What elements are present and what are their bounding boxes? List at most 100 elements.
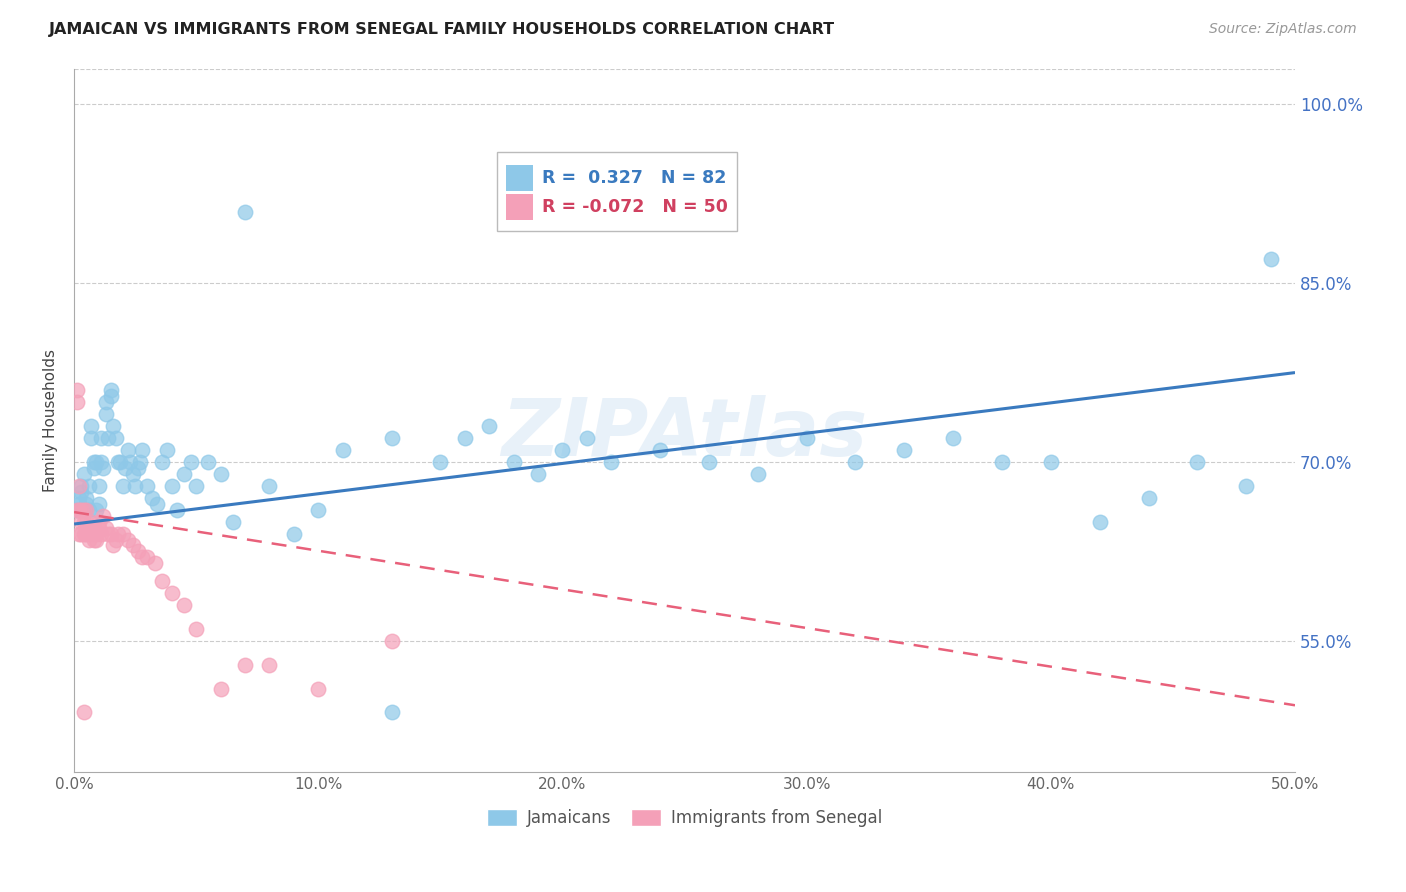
Point xyxy=(233,204,256,219)
Point xyxy=(197,455,219,469)
Point xyxy=(150,574,173,589)
Point xyxy=(117,533,139,547)
Point xyxy=(75,491,97,505)
Point xyxy=(160,586,183,600)
Point xyxy=(1088,515,1111,529)
Point xyxy=(100,526,122,541)
Point xyxy=(600,455,623,469)
Point xyxy=(131,550,153,565)
Point xyxy=(454,431,477,445)
Point xyxy=(110,455,132,469)
Point xyxy=(502,455,524,469)
Point xyxy=(117,443,139,458)
Point xyxy=(67,502,90,516)
Point xyxy=(104,533,127,547)
Point xyxy=(173,467,195,481)
Point xyxy=(80,515,103,529)
Point xyxy=(111,526,134,541)
Point xyxy=(747,467,769,481)
Point xyxy=(65,502,87,516)
Point xyxy=(186,479,208,493)
Point xyxy=(87,479,110,493)
Point xyxy=(307,502,329,516)
Point xyxy=(259,657,281,672)
Point xyxy=(94,395,117,409)
Point xyxy=(209,467,232,481)
Point xyxy=(67,497,90,511)
Point xyxy=(991,455,1014,469)
Point xyxy=(551,443,574,458)
Point xyxy=(121,467,143,481)
Point xyxy=(80,526,103,541)
Point xyxy=(1260,252,1282,267)
Point xyxy=(73,706,96,720)
Point xyxy=(73,515,96,529)
Point xyxy=(380,706,402,720)
Point xyxy=(77,533,100,547)
Point xyxy=(478,419,501,434)
Point xyxy=(796,431,818,445)
Point xyxy=(575,431,598,445)
Text: JAMAICAN VS IMMIGRANTS FROM SENEGAL FAMILY HOUSEHOLDS CORRELATION CHART: JAMAICAN VS IMMIGRANTS FROM SENEGAL FAMI… xyxy=(49,22,835,37)
Point xyxy=(90,455,112,469)
Text: R = -0.072   N = 50: R = -0.072 N = 50 xyxy=(541,198,728,217)
Point xyxy=(186,622,208,636)
Point xyxy=(80,431,103,445)
Point xyxy=(141,491,163,505)
Point xyxy=(75,526,97,541)
Point xyxy=(1187,455,1209,469)
Point xyxy=(650,443,672,458)
Point xyxy=(131,443,153,458)
Point xyxy=(173,598,195,612)
Point xyxy=(233,657,256,672)
Point xyxy=(84,533,107,547)
Point xyxy=(67,491,90,505)
Text: ZIPAtlas: ZIPAtlas xyxy=(502,395,868,474)
Point xyxy=(94,407,117,421)
Point xyxy=(160,479,183,493)
Point xyxy=(93,508,115,523)
Point xyxy=(942,431,965,445)
Point xyxy=(73,526,96,541)
Point xyxy=(87,520,110,534)
Point xyxy=(77,502,100,516)
Point xyxy=(697,455,720,469)
Point xyxy=(150,455,173,469)
Point xyxy=(70,526,93,541)
Point xyxy=(143,557,166,571)
Point xyxy=(83,520,105,534)
Point xyxy=(1039,455,1062,469)
Point xyxy=(1234,479,1257,493)
Point xyxy=(67,479,90,493)
Point xyxy=(180,455,202,469)
Point xyxy=(93,461,115,475)
Point xyxy=(136,550,159,565)
Point xyxy=(83,455,105,469)
Point xyxy=(129,455,152,469)
Point xyxy=(87,497,110,511)
Point xyxy=(77,520,100,534)
Point xyxy=(127,544,149,558)
Point xyxy=(65,384,87,398)
Point xyxy=(70,484,93,499)
Point xyxy=(65,502,87,516)
Point xyxy=(222,515,245,529)
Point xyxy=(67,526,90,541)
Point xyxy=(332,443,354,458)
Point xyxy=(107,455,129,469)
Point xyxy=(136,479,159,493)
Point xyxy=(97,526,120,541)
Point xyxy=(100,384,122,398)
Point xyxy=(127,461,149,475)
Point xyxy=(100,389,122,403)
Text: R =  0.327   N = 82: R = 0.327 N = 82 xyxy=(541,169,727,186)
Point xyxy=(84,526,107,541)
Point xyxy=(120,455,142,469)
Point xyxy=(83,533,105,547)
Point xyxy=(94,520,117,534)
Point xyxy=(124,479,146,493)
Point xyxy=(90,526,112,541)
Point xyxy=(104,431,127,445)
Point xyxy=(107,526,129,541)
Point xyxy=(70,502,93,516)
